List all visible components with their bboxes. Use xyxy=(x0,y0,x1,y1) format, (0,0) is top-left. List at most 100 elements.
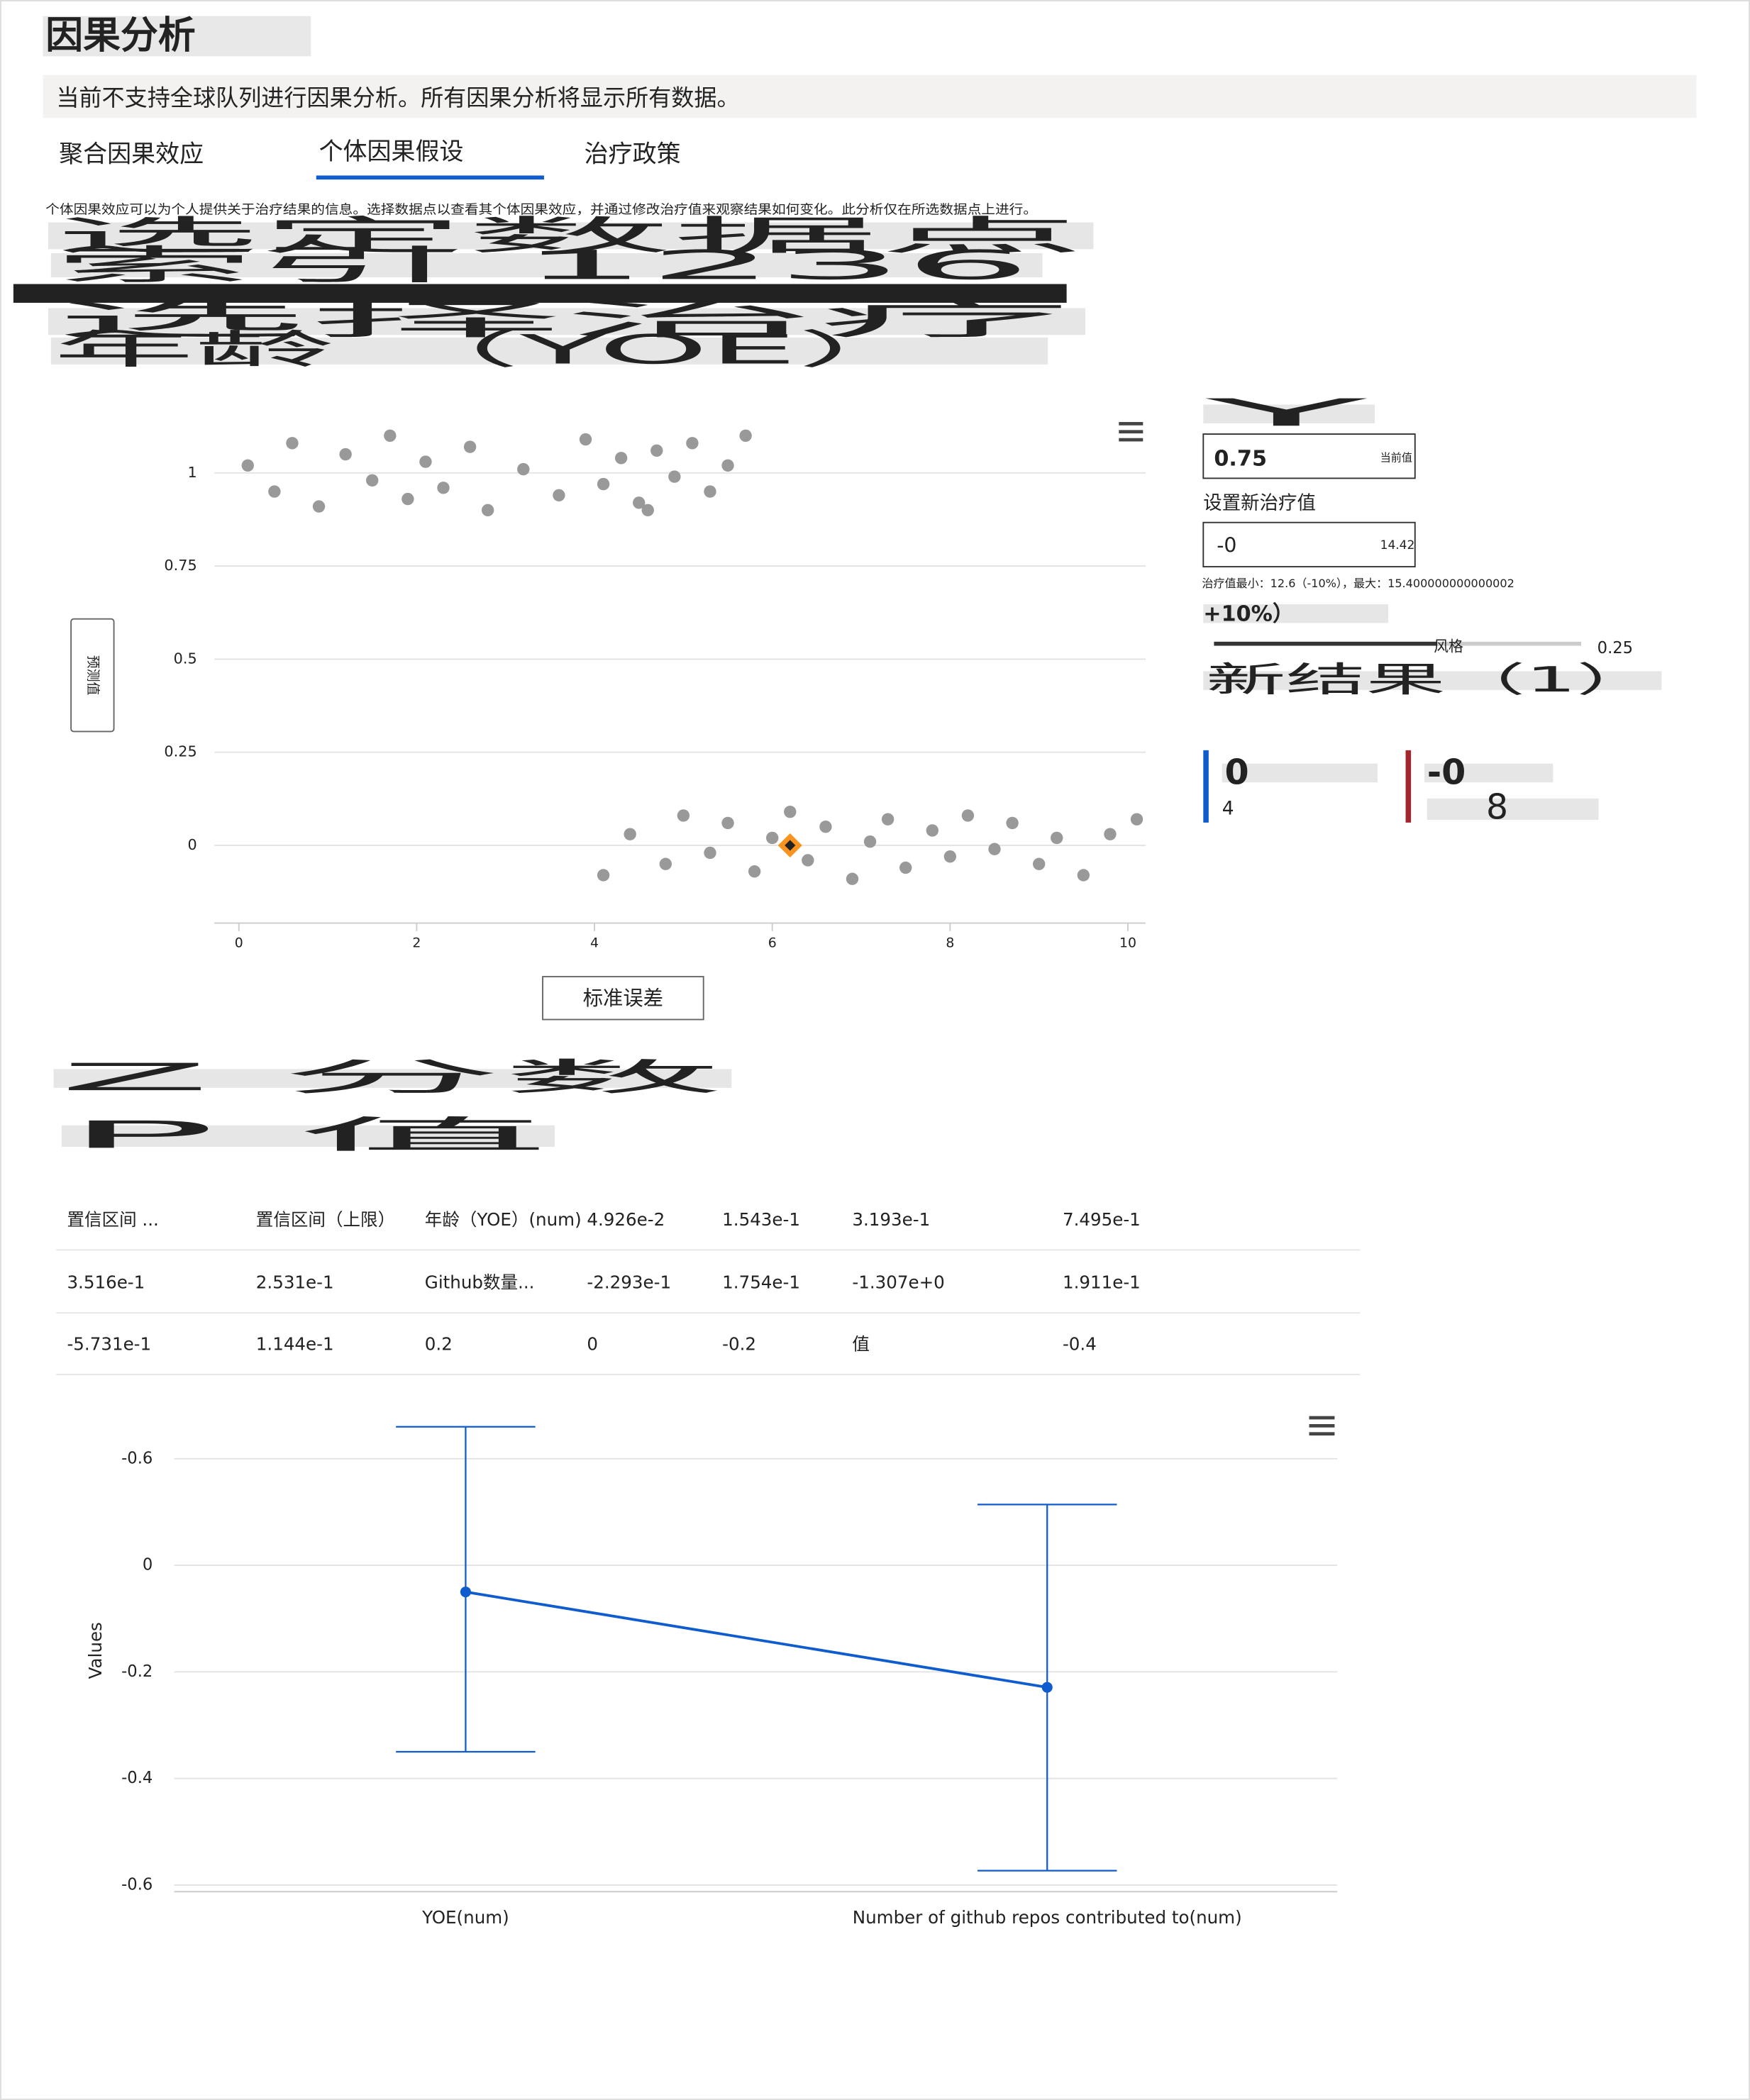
point[interactable] xyxy=(339,448,352,461)
point[interactable] xyxy=(419,455,432,468)
label-bg xyxy=(61,1125,555,1147)
point[interactable] xyxy=(802,854,814,867)
table-cell: 年龄（YOE）(num) xyxy=(425,1209,582,1230)
point[interactable] xyxy=(704,846,716,860)
x-axis-button-label[interactable]: 标准误差 xyxy=(583,987,663,1010)
point[interactable] xyxy=(579,433,592,446)
point[interactable] xyxy=(517,462,530,476)
point[interactable] xyxy=(659,857,672,870)
x-axis-button[interactable] xyxy=(542,976,704,1021)
point[interactable] xyxy=(863,835,877,848)
point[interactable] xyxy=(241,459,254,472)
new-value-label: 设置新治疗值 xyxy=(1203,492,1316,514)
slider-fill[interactable] xyxy=(1214,641,1436,646)
current-value: 0.75 xyxy=(1214,446,1267,471)
p-value-heading: P 值 xyxy=(65,1113,550,1157)
point[interactable] xyxy=(597,477,610,491)
table-cell: 置信区间 ... xyxy=(67,1209,158,1230)
point[interactable] xyxy=(624,828,636,840)
point[interactable] xyxy=(553,489,565,502)
point[interactable] xyxy=(633,496,646,509)
point[interactable] xyxy=(463,440,477,453)
y-axis-button-label[interactable]: 预测值 xyxy=(85,655,101,696)
point[interactable] xyxy=(286,437,299,450)
x-tick-label: 0 xyxy=(235,935,243,950)
point[interactable] xyxy=(312,500,326,513)
errorbar-chart: Values -0.6 -0.4 -0.2 0 -0.6 YOE(num) Number o… xyxy=(85,1416,1338,1928)
selection-index: 索引 1236 xyxy=(54,242,1032,289)
point[interactable] xyxy=(1104,828,1117,840)
point[interactable] xyxy=(766,831,779,845)
point[interactable] xyxy=(899,861,912,874)
result-value: -0 xyxy=(1427,751,1466,792)
point[interactable] xyxy=(597,869,610,882)
y-tick-label: -0.6 xyxy=(121,1875,153,1894)
tab[interactable]: 个体因果假设 xyxy=(319,138,464,166)
point[interactable] xyxy=(614,452,628,465)
point[interactable] xyxy=(650,444,663,457)
tab-underline xyxy=(316,175,544,180)
menu-icon[interactable] xyxy=(1309,1416,1335,1436)
point[interactable] xyxy=(961,809,975,822)
point[interactable] xyxy=(641,504,654,517)
point[interactable] xyxy=(460,1587,471,1598)
table-cell: 1.543e-1 xyxy=(722,1209,800,1230)
y-tick-label: 0 xyxy=(143,1556,153,1574)
point[interactable] xyxy=(819,821,832,833)
tab[interactable]: 聚合因果效应 xyxy=(59,140,204,169)
point[interactable] xyxy=(401,492,414,506)
current-caption: 当前值 xyxy=(1380,452,1412,465)
y-tick-label: 0.25 xyxy=(164,743,196,760)
table-cell: 1.911e-1 xyxy=(1063,1272,1141,1293)
heading-bg xyxy=(48,308,1086,335)
point[interactable] xyxy=(739,429,752,443)
point[interactable] xyxy=(784,806,797,818)
point[interactable] xyxy=(988,843,1001,855)
point[interactable] xyxy=(1041,1682,1053,1693)
point[interactable] xyxy=(1032,857,1046,870)
point[interactable] xyxy=(1130,813,1143,826)
point[interactable] xyxy=(1077,869,1090,882)
treatment[interactable]: 年龄 （YOE） xyxy=(54,326,938,373)
y-axis-button[interactable] xyxy=(70,618,115,733)
result-bar xyxy=(1405,750,1412,823)
point[interactable] xyxy=(366,474,379,487)
point[interactable] xyxy=(481,504,494,517)
point[interactable] xyxy=(437,482,450,494)
menu-icon[interactable] xyxy=(1119,422,1143,442)
x-tick-label: YOE(num) xyxy=(421,1907,509,1928)
point[interactable] xyxy=(1006,816,1019,830)
point[interactable] xyxy=(384,429,397,443)
point[interactable] xyxy=(268,485,281,498)
point[interactable] xyxy=(677,809,690,822)
tab[interactable]: 治疗政策 xyxy=(585,140,681,169)
z-score-heading: Z 分数 xyxy=(59,1056,724,1099)
x-tick-label: 4 xyxy=(590,935,599,950)
table-cell: -1.307e+0 xyxy=(852,1272,944,1293)
point[interactable] xyxy=(721,459,734,472)
point[interactable] xyxy=(943,850,957,863)
new-value-input-text[interactable]: -0 xyxy=(1217,534,1236,557)
point[interactable] xyxy=(668,470,681,483)
result-sub: 8 xyxy=(1486,786,1508,827)
point[interactable] xyxy=(926,824,938,837)
notice-bg xyxy=(43,74,1697,118)
new-value-input[interactable] xyxy=(1202,521,1416,567)
point[interactable] xyxy=(721,816,734,830)
point[interactable] xyxy=(1051,831,1063,845)
heading-bg xyxy=(50,338,1048,365)
table-cell: -2.293e-1 xyxy=(587,1272,671,1293)
point[interactable] xyxy=(846,872,859,885)
label-bg xyxy=(1203,404,1375,423)
label-bg xyxy=(1203,604,1388,623)
point[interactable] xyxy=(686,437,699,450)
point[interactable] xyxy=(748,865,761,878)
current-value-box[interactable] xyxy=(1202,433,1416,479)
point[interactable] xyxy=(881,813,895,826)
label-bg xyxy=(1424,763,1554,783)
point[interactable] xyxy=(704,485,716,498)
table-cell: 2.531e-1 xyxy=(256,1272,334,1293)
table-cell: -5.731e-1 xyxy=(67,1334,151,1355)
selection-bar[interactable] xyxy=(13,284,1067,303)
